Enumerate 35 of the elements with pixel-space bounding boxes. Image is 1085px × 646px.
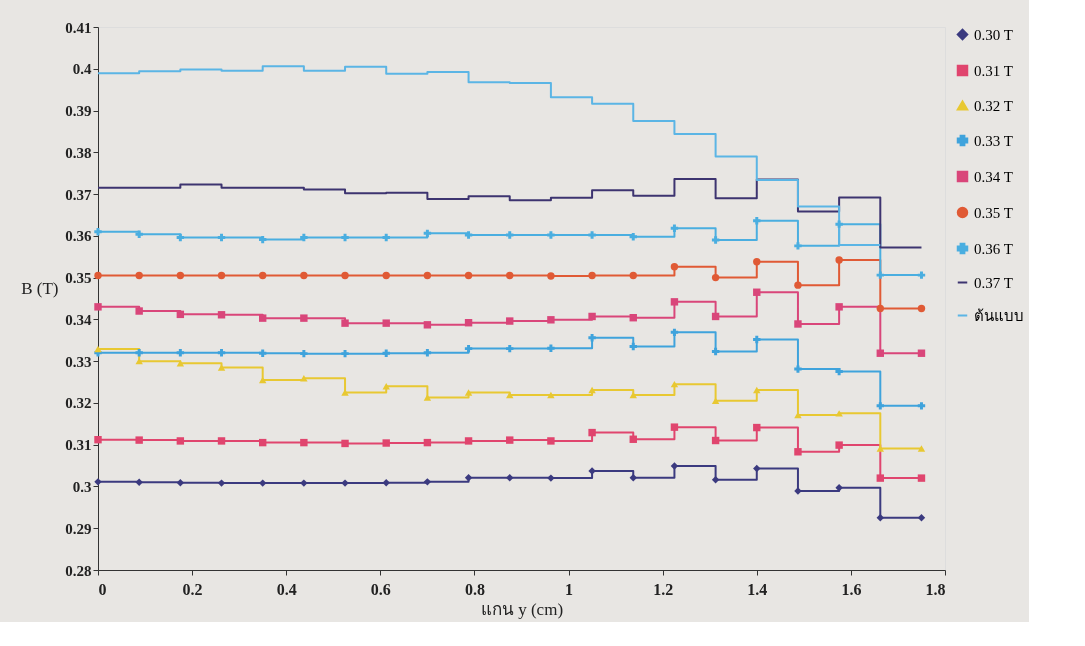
legend-label: 0.35 T xyxy=(974,204,1013,221)
legend-label: 0.34 T xyxy=(974,168,1013,185)
y-tick-label: 0.37 xyxy=(65,186,92,203)
legend-label: ต้นแบบ xyxy=(974,307,1024,324)
x-tick-label: 1.6 xyxy=(841,580,862,598)
x-tick-label: 0.8 xyxy=(464,580,485,598)
x-tick-label: 0.2 xyxy=(182,580,203,598)
y-tick-label: 0.29 xyxy=(65,520,92,537)
y-tick-label: 0.4 xyxy=(72,61,92,78)
x-tick-label: 1.4 xyxy=(747,580,768,598)
x-tick-label: 1.2 xyxy=(653,580,674,598)
x-tick-label: 1 xyxy=(565,580,574,598)
y-tick-label: 0.35 xyxy=(65,270,92,287)
y-tick-label: 0.33 xyxy=(65,353,92,370)
y-tick-label: 0.28 xyxy=(65,562,92,579)
x-tick-label: 0.6 xyxy=(370,580,391,598)
y-tick-label: 0.32 xyxy=(65,395,92,412)
y-tick-label: 0.31 xyxy=(65,437,92,454)
y-axis-title: B (T) xyxy=(21,278,59,298)
x-tick-label: 1.8 xyxy=(925,580,946,598)
x-axis-title: แกน y (cm) xyxy=(480,599,564,619)
x-tick-label: 0 xyxy=(98,580,107,598)
x-tick-label: 0.4 xyxy=(276,580,297,598)
y-tick-label: 0.39 xyxy=(65,103,92,120)
legend-label: 0.33 T xyxy=(974,132,1013,149)
legend-label: 0.31 T xyxy=(974,62,1013,79)
legend-label: 0.36 T xyxy=(974,240,1013,257)
legend-label: 0.30 T xyxy=(974,26,1013,43)
legend-label: 0.32 T xyxy=(974,97,1013,114)
legend-label: 0.37 T xyxy=(974,274,1013,291)
y-tick-label: 0.41 xyxy=(65,19,92,36)
y-tick-label: 0.36 xyxy=(65,228,92,245)
y-tick-label: 0.38 xyxy=(65,144,92,161)
y-tick-label: 0.3 xyxy=(72,478,92,495)
y-tick-label: 0.34 xyxy=(65,311,92,328)
